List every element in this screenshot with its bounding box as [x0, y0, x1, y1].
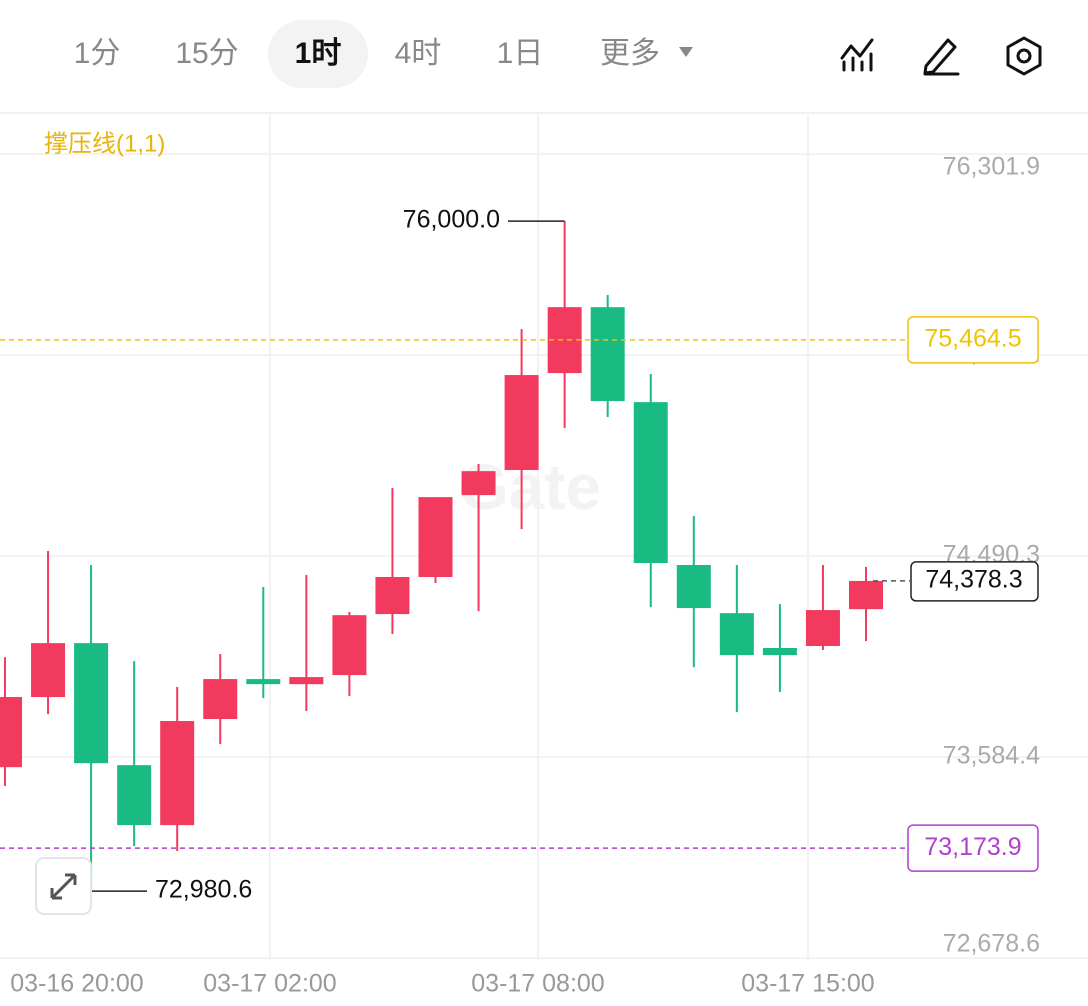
- settings-icon[interactable]: [1006, 36, 1042, 76]
- low-label: 72,980.6: [155, 876, 252, 904]
- x-tick-label: 03-17 08:00: [471, 970, 604, 998]
- candle-body: [719, 613, 754, 656]
- candle-body: [31, 643, 66, 698]
- interval[interactable]: 1分: [74, 37, 121, 70]
- selected-pill: [268, 20, 368, 88]
- candle-body: [203, 679, 238, 720]
- y-tick-label: 76,301.9: [943, 153, 1040, 181]
- candle-body: [160, 721, 195, 826]
- interval[interactable]: 4时: [395, 37, 442, 70]
- indicator-icon[interactable]: [840, 38, 874, 72]
- y-tick-label: 72,678.6: [943, 930, 1040, 958]
- interval[interactable]: 1日: [497, 37, 544, 70]
- candle-body: [0, 697, 22, 768]
- last-price-box: [910, 561, 1039, 602]
- y-tick-label: 73,584.4: [943, 742, 1040, 770]
- candle-body: [246, 679, 281, 685]
- candle-body: [849, 580, 883, 610]
- settings-icon-dot: [1016, 48, 1032, 64]
- resistance-label: 75,464.5: [924, 325, 1021, 353]
- x-tick-label: 03-16 20:00: [10, 970, 143, 998]
- candle-body: [375, 576, 410, 615]
- candle-body: [633, 402, 668, 564]
- candle-body: [117, 765, 152, 826]
- candle-body: [676, 565, 711, 609]
- candle-body: [590, 307, 625, 402]
- candle-body: [332, 615, 367, 676]
- candle-body: [762, 648, 797, 656]
- x-tick-label: 03-17 15:00: [741, 970, 874, 998]
- indicator-label: 撑压线(1,1): [44, 130, 165, 157]
- candle-body: [418, 497, 453, 577]
- candle-body: [461, 471, 496, 496]
- expand-icon: [50, 873, 77, 900]
- interval-selected[interactable]: 1时: [295, 37, 342, 70]
- support-label: 73,173.9: [924, 833, 1021, 861]
- resistance-box: [907, 316, 1039, 364]
- candle-body: [289, 677, 324, 685]
- dropdown-arrow: [679, 47, 693, 57]
- candle-body: [805, 610, 840, 647]
- support-box: [907, 824, 1039, 872]
- candle-body: [74, 643, 109, 764]
- high-label: 76,000.0: [403, 206, 500, 234]
- more[interactable]: 更多: [600, 37, 660, 70]
- interval[interactable]: 15分: [175, 37, 238, 70]
- draw-icon[interactable]: [923, 38, 960, 76]
- last-price-label: 74,378.3: [925, 566, 1022, 594]
- x-tick-label: 03-17 02:00: [203, 970, 336, 998]
- candle-body: [504, 375, 539, 471]
